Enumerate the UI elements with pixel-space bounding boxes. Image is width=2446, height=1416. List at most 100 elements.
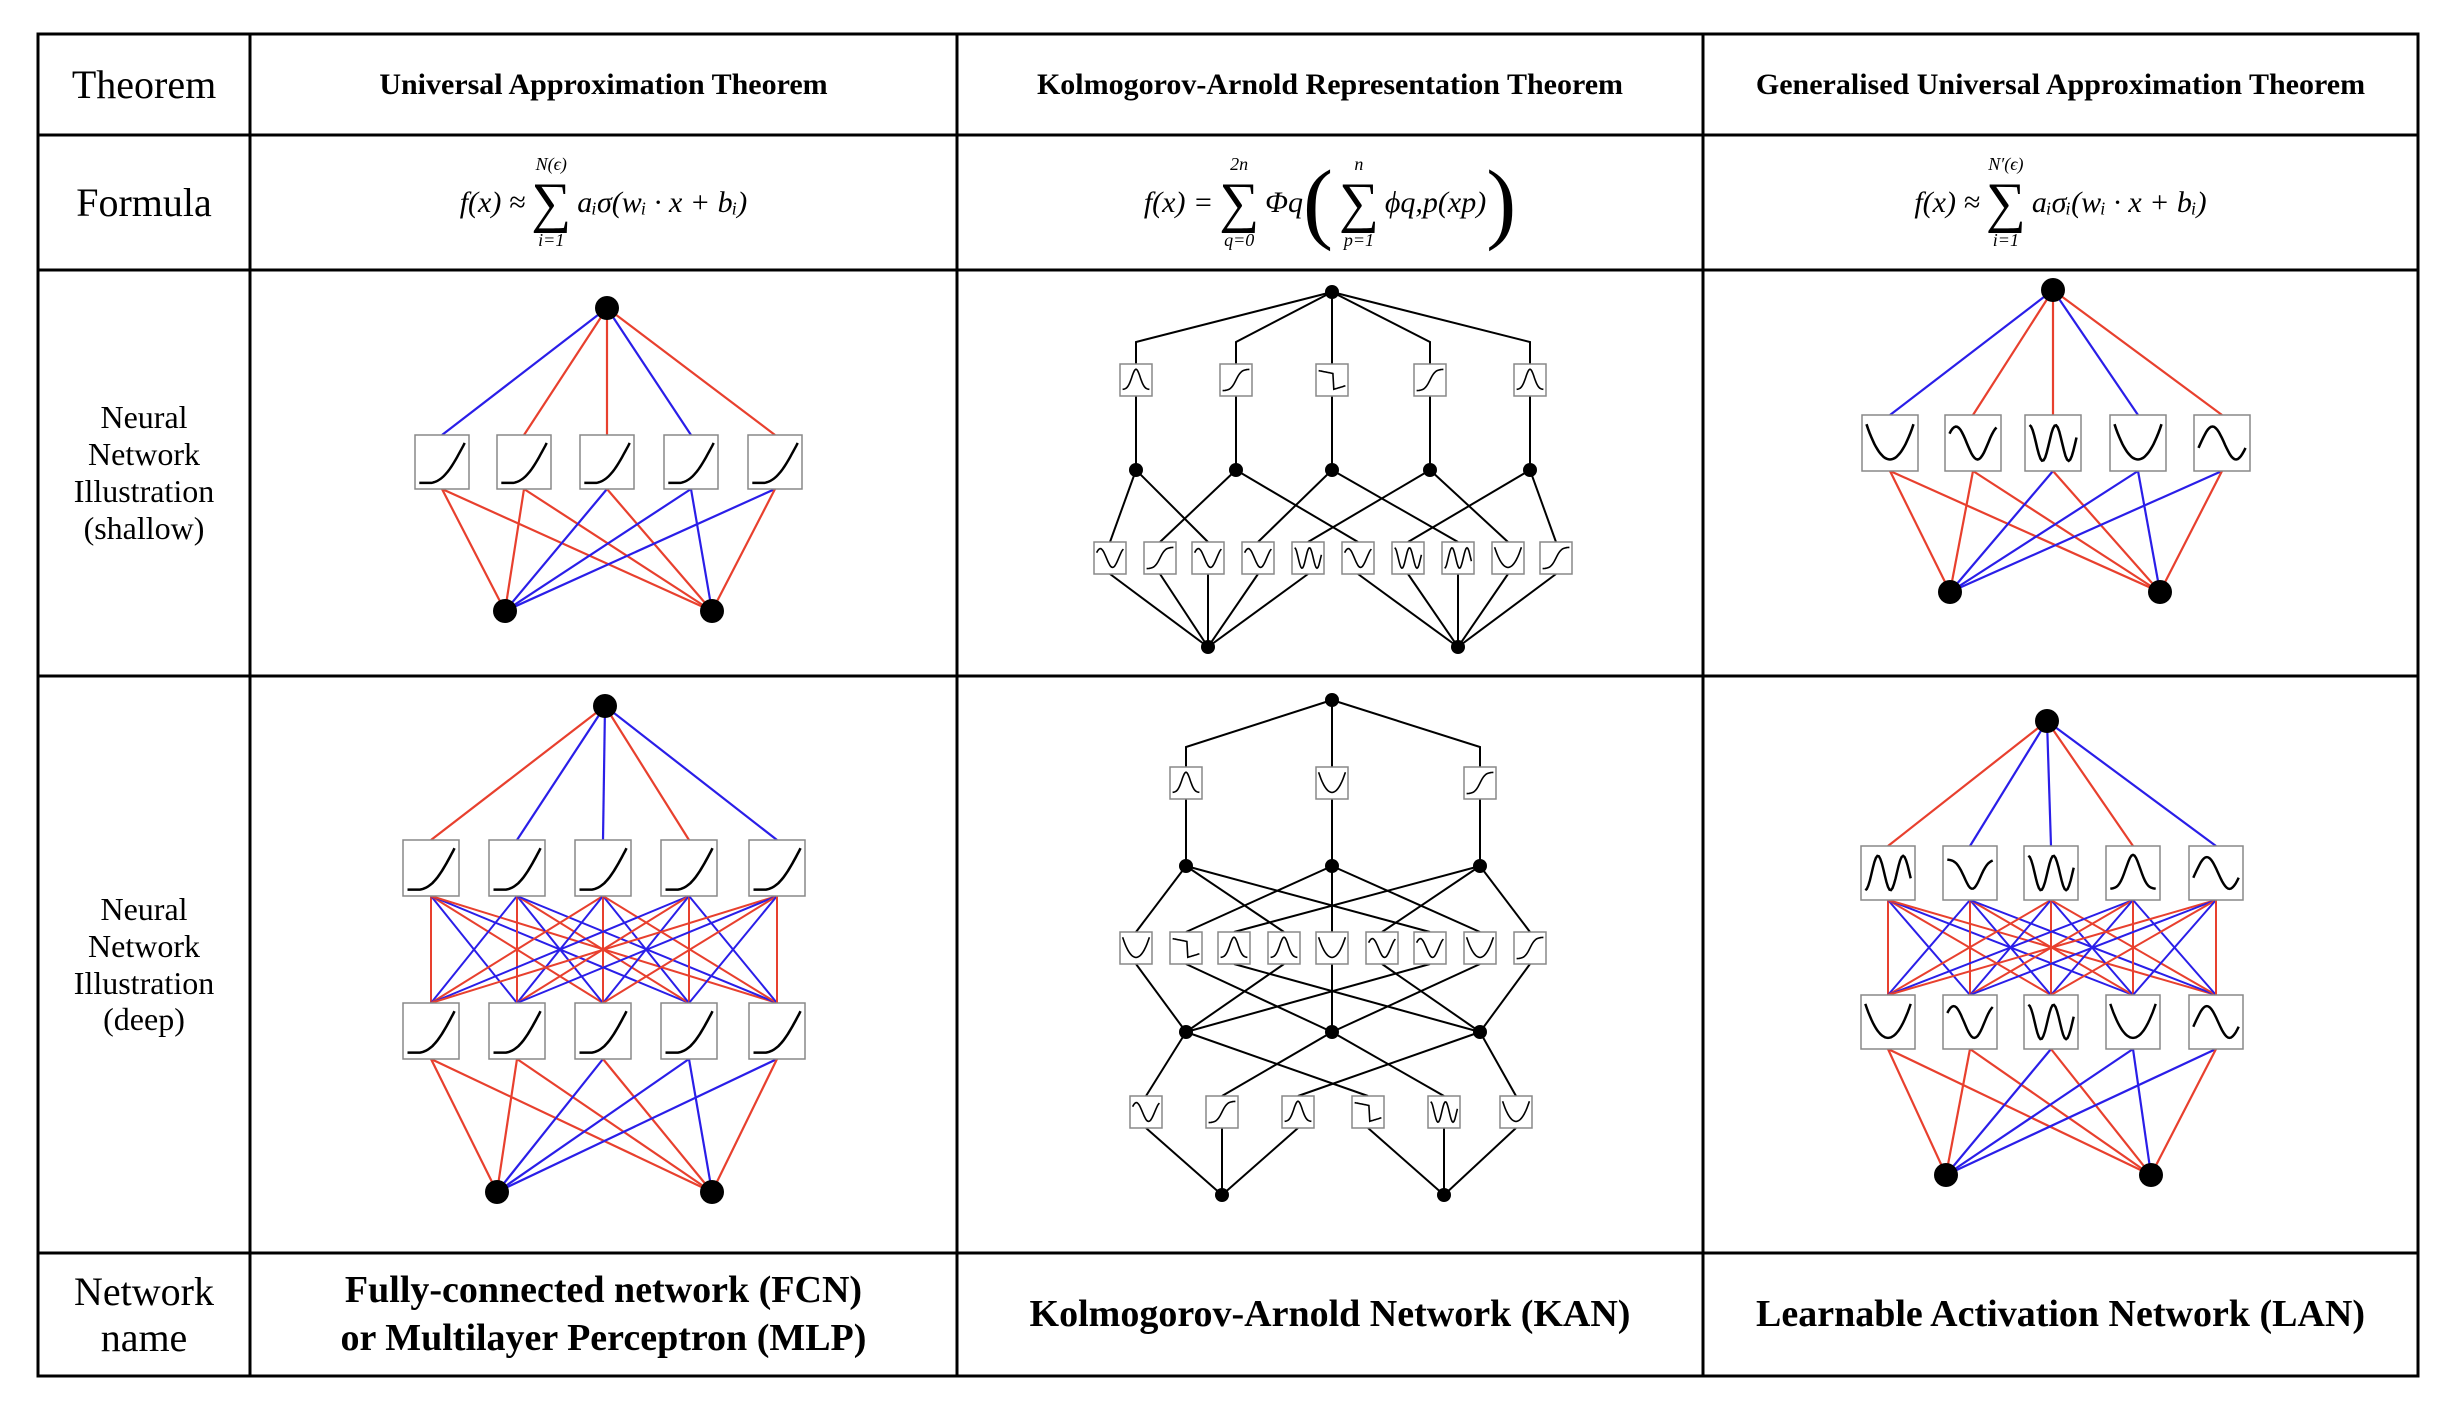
edge	[711, 488, 776, 612]
activation-box	[1191, 541, 1225, 575]
activation-curve	[493, 847, 542, 891]
edge	[1109, 573, 1209, 648]
edge	[1357, 573, 1459, 648]
activation-curve	[1122, 368, 1150, 391]
col-header-kart: Kolmogorov-Arnold Representation Theorem	[1036, 67, 1624, 101]
edge	[2052, 289, 2223, 416]
edge	[1457, 573, 1509, 648]
node	[1473, 859, 1487, 873]
edge	[604, 705, 778, 841]
node	[2035, 709, 2059, 733]
edge	[1135, 963, 1187, 1033]
activation-frame	[1267, 931, 1301, 965]
edge	[2052, 289, 2139, 416]
edge	[495, 1058, 519, 1193]
activation-frame	[1944, 414, 2002, 472]
edge	[602, 1058, 713, 1193]
edge	[1307, 469, 1431, 543]
fcn-shallow-diagram	[414, 296, 803, 623]
edge	[1331, 865, 1481, 933]
node	[1423, 463, 1437, 477]
edge	[1889, 470, 1951, 593]
activation-frame	[1491, 541, 1525, 575]
node	[2148, 580, 2172, 604]
edge	[523, 307, 608, 436]
activation-box	[1315, 766, 1349, 800]
activation-frame	[748, 839, 806, 897]
edge	[606, 488, 713, 612]
activation-curve	[579, 1010, 628, 1054]
activation-curve	[1430, 1101, 1459, 1124]
activation-box	[1219, 363, 1253, 397]
edge	[2052, 470, 2161, 593]
activation-frame	[579, 434, 635, 490]
edge	[606, 307, 776, 436]
node	[1229, 463, 1243, 477]
activation-box	[488, 839, 546, 897]
activation-curve	[1466, 771, 1494, 795]
activation-box	[1129, 1095, 1163, 1129]
edge	[504, 488, 608, 612]
activation-curve	[2027, 854, 2075, 892]
activation-frame	[1129, 1095, 1163, 1129]
activation-curve	[1222, 368, 1250, 392]
edge	[2150, 1048, 2217, 1176]
activation-frame	[574, 1002, 632, 1060]
activation-box	[1491, 541, 1525, 575]
edge	[2045, 720, 2053, 847]
edge	[2046, 720, 2134, 847]
activation-curve	[1465, 936, 1495, 959]
activation-frame	[1413, 931, 1447, 965]
node	[1325, 285, 1339, 299]
activation-box	[1315, 931, 1349, 965]
lan-deep-diagram	[1860, 709, 2244, 1187]
activation-box	[1119, 931, 1153, 965]
activation-curve	[2028, 423, 2078, 463]
activation-box	[1413, 363, 1447, 397]
edge	[1945, 1048, 2217, 1176]
node	[700, 599, 724, 623]
edge	[1207, 573, 1309, 648]
activation-curve	[752, 442, 799, 485]
edge	[1331, 291, 1431, 364]
edge	[604, 705, 690, 841]
activation-curve	[1172, 937, 1200, 959]
edge	[441, 307, 608, 436]
activation-curve	[1317, 936, 1347, 959]
edge	[2046, 720, 2217, 847]
activation-curve	[1865, 423, 1915, 461]
activation-curve	[584, 442, 631, 485]
edge	[1972, 289, 2054, 416]
edge	[430, 1058, 713, 1193]
edge	[1887, 899, 2052, 996]
activation-curve	[2192, 855, 2240, 891]
edge	[1969, 899, 2217, 996]
edge	[1135, 469, 1209, 543]
node	[1325, 463, 1339, 477]
activation-box	[1942, 845, 1998, 901]
edge	[1945, 1048, 2134, 1176]
activation-frame	[488, 1002, 546, 1060]
edge	[711, 1058, 778, 1193]
activation-curve	[1317, 771, 1347, 794]
activation-box	[1463, 931, 1497, 965]
activation-curve	[1354, 1101, 1382, 1123]
activation-box	[1413, 931, 1447, 965]
edge	[1945, 1048, 2052, 1176]
node	[1451, 640, 1465, 654]
activation-curve	[1294, 547, 1323, 570]
edge	[1887, 899, 1971, 996]
edge	[2132, 899, 2217, 996]
node	[1325, 1025, 1339, 1039]
node	[1129, 463, 1143, 477]
node	[1325, 693, 1339, 707]
node	[2139, 1163, 2163, 1187]
edge	[1135, 291, 1333, 364]
lan-shallow-diagram	[1861, 278, 2251, 604]
edge	[1457, 573, 1557, 648]
activation-box	[1241, 541, 1275, 575]
activation-frame	[414, 434, 470, 490]
kan-shallow-diagram	[1093, 285, 1573, 654]
activation-frame	[2188, 994, 2244, 1050]
activation-box	[414, 434, 470, 490]
